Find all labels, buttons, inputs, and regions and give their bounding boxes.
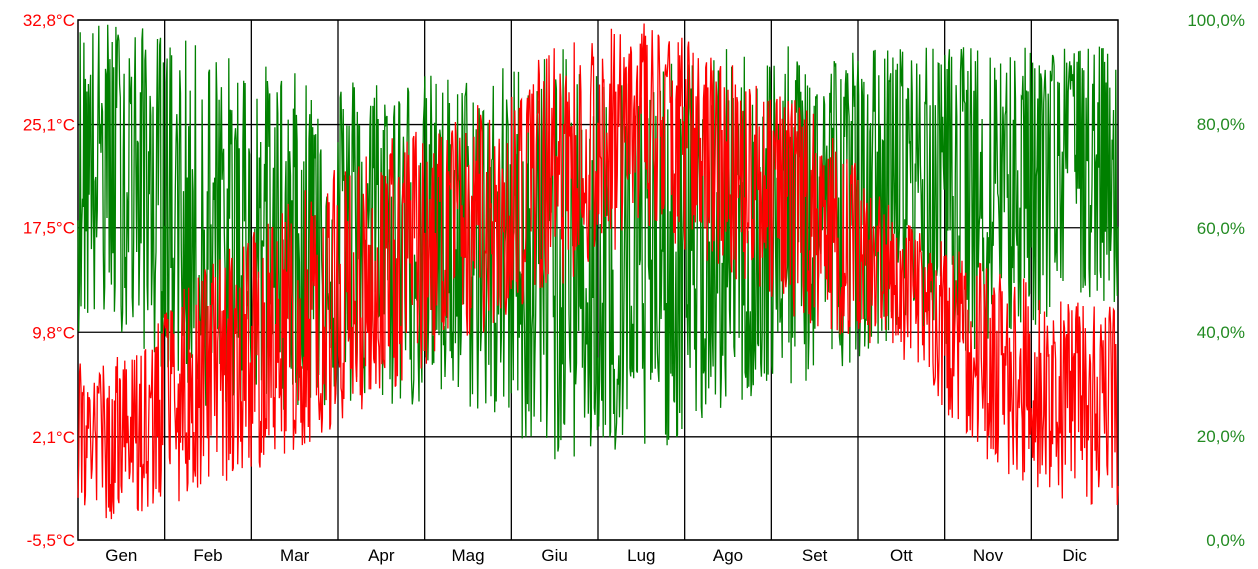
- x-tick-label: Dic: [1062, 546, 1087, 565]
- temperature-series: [77, 23, 1119, 520]
- temperature-line: [77, 23, 1119, 520]
- x-tick-label: Gen: [105, 546, 137, 565]
- x-tick-label: Lug: [627, 546, 655, 565]
- y-left-tick-label: 2,1°C: [32, 428, 75, 447]
- y-left-ticks: 32,8°C 25,1°C 17,5°C 9,8°C 2,1°C -5,5°C: [23, 11, 75, 550]
- y-left-tick-label: -5,5°C: [27, 531, 75, 550]
- y-right-tick-label: 100,0%: [1187, 11, 1245, 30]
- x-tick-label: Apr: [368, 546, 395, 565]
- x-tick-label: Feb: [193, 546, 222, 565]
- y-right-tick-label: 60,0%: [1197, 219, 1245, 238]
- y-right-ticks: 100,0% 80,0% 60,0% 40,0% 20,0% 0,0%: [1187, 11, 1245, 550]
- x-tick-label: Mag: [451, 546, 484, 565]
- x-tick-label: Ott: [890, 546, 913, 565]
- y-left-tick-label: 32,8°C: [23, 11, 75, 30]
- x-tick-label: Ago: [713, 546, 743, 565]
- y-right-tick-label: 40,0%: [1197, 323, 1245, 342]
- y-left-tick-label: 9,8°C: [32, 323, 75, 342]
- x-tick-label: Set: [802, 546, 828, 565]
- y-left-tick-label: 17,5°C: [23, 219, 75, 238]
- y-right-tick-label: 0,0%: [1206, 531, 1245, 550]
- y-right-tick-label: 80,0%: [1197, 115, 1245, 134]
- y-left-tick-label: 25,1°C: [23, 116, 75, 135]
- x-ticks: Gen Feb Mar Apr Mag Giu Lug Ago Set Ott Nov Dic: [105, 546, 1087, 565]
- x-tick-label: Mar: [280, 546, 310, 565]
- x-tick-label: Giu: [541, 546, 567, 565]
- y-right-tick-label: 20,0%: [1197, 427, 1245, 446]
- x-tick-label: Nov: [973, 546, 1004, 565]
